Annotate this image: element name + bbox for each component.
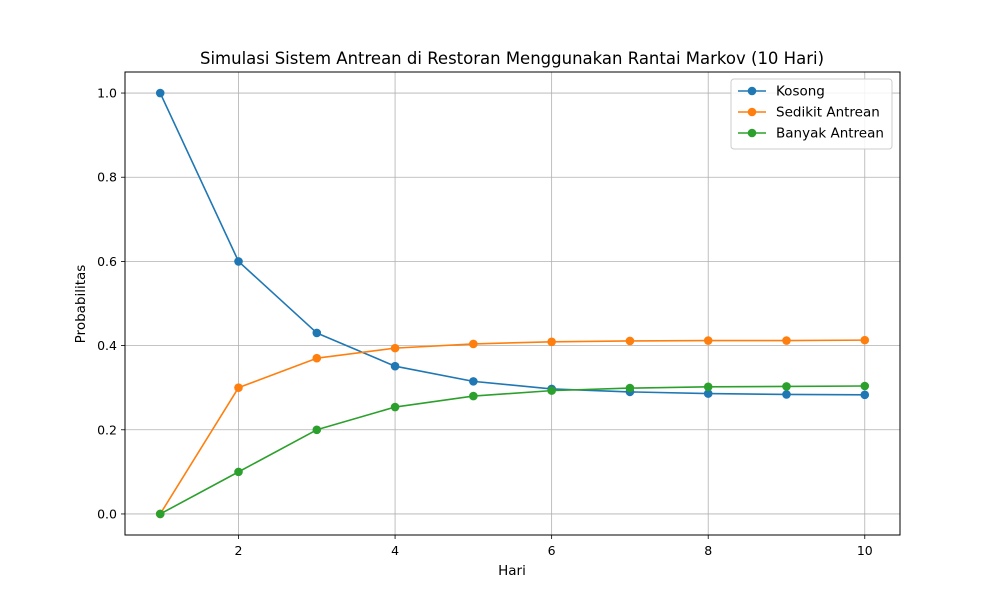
data-point-banyak-antrean [469, 391, 478, 401]
series-line-sedikit-antrean [159, 339, 865, 515]
data-point-kosong [312, 328, 322, 338]
y-tick-label: 0.4 [97, 338, 117, 353]
y-tick-label: 0.6 [97, 254, 117, 269]
ticks: 2 4 6 8 10 0.0 0.2 0.4 0.6 0.8 1.0 [97, 86, 873, 558]
data-point-banyak-antrean [782, 382, 791, 391]
data-point-sedikit-antrean [234, 383, 243, 392]
data-point-kosong [860, 390, 870, 400]
data-point-kosong [703, 389, 713, 398]
data-point-kosong [234, 257, 243, 266]
data-point-kosong [782, 390, 791, 399]
data-point-sedikit-antrean [703, 336, 713, 345]
data-point-sedikit-antrean [469, 339, 478, 349]
y-axis-label: Probabilitas [73, 265, 89, 344]
x-tick-label: 10 [857, 543, 873, 558]
y-tick-label: 0.0 [97, 506, 117, 521]
data-point-banyak-antrean [547, 386, 556, 395]
x-tick-label: 2 [235, 543, 243, 558]
data-point-sedikit-antrean [860, 335, 870, 345]
legend: Kosong Sedikit Antrean Banyak Antrean [730, 78, 893, 150]
x-tick-label: 4 [391, 543, 399, 558]
y-tick-label: 1.0 [97, 86, 117, 101]
data-point-banyak-antrean [390, 402, 400, 412]
data-point-banyak-antrean [234, 467, 243, 477]
data-point-banyak-antrean [312, 425, 322, 435]
data-point-sedikit-antrean [547, 337, 556, 347]
data-point-banyak-antrean [625, 383, 635, 393]
series-line-kosong [159, 92, 865, 396]
x-axis-label: Hari [498, 563, 526, 579]
series-line-banyak-antrean [159, 385, 865, 515]
data-point-banyak-antrean [860, 381, 870, 391]
data-point-kosong [469, 377, 478, 386]
legend-label-banyak-antrean: Banyak Antrean [776, 126, 884, 142]
data-point-banyak-antrean [155, 509, 165, 519]
y-tick-label: 0.2 [97, 422, 117, 437]
data-point-kosong [390, 361, 400, 371]
legend-marker-banyak-antrean [747, 128, 757, 138]
series-layer [155, 88, 870, 519]
plot-frame [124, 71, 901, 536]
legend-marker-kosong [747, 86, 757, 96]
x-tick-label: 6 [548, 543, 556, 558]
data-point-kosong [155, 88, 165, 98]
legend-label-sedikit-antrean: Sedikit Antrean [776, 105, 880, 121]
data-point-sedikit-antrean [625, 336, 635, 346]
data-point-sedikit-antrean [390, 343, 400, 353]
data-point-sedikit-antrean [312, 353, 322, 363]
legend-label-kosong: Kosong [776, 84, 825, 100]
chart-title: Simulasi Sistem Antrean di Restoran Meng… [200, 49, 824, 68]
data-point-banyak-antrean [703, 382, 713, 392]
x-tick-label: 8 [704, 543, 712, 558]
y-tick-label: 0.8 [97, 170, 117, 185]
legend-box [730, 78, 893, 150]
data-point-sedikit-antrean [782, 336, 791, 345]
legend-marker-sedikit-antrean [747, 107, 757, 117]
